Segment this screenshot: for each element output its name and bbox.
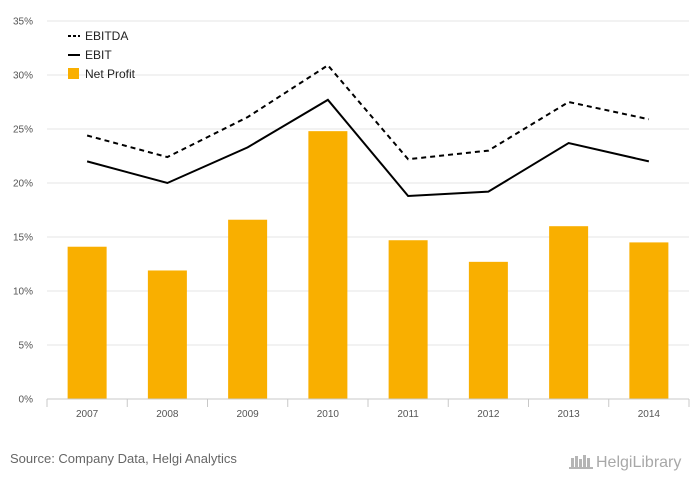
helgi-library-logo: HelgiLibrary xyxy=(569,454,681,471)
y-tick-label: 15% xyxy=(13,233,33,244)
source-note: Source: Company Data, Helgi Analytics xyxy=(10,451,237,466)
y-tick-label: 5% xyxy=(19,341,34,352)
legend: EBITDA EBIT Net Profit xyxy=(68,29,136,81)
net-profit-bar xyxy=(67,246,107,399)
ebitda-line xyxy=(86,63,650,161)
grid xyxy=(47,20,689,346)
y-tick-label: 20% xyxy=(13,179,33,190)
net-profit-bar xyxy=(308,131,348,399)
net-profit-bar xyxy=(147,270,187,399)
axes: 0% 5% 10% 15% 20% 25% 30% 35% 2007 2008 2009 2010 20… xyxy=(13,17,690,420)
lines xyxy=(86,63,650,197)
x-tick-label: 2008 xyxy=(156,409,179,420)
y-tick-label: 10% xyxy=(13,287,33,298)
legend-label-ebitda: EBITDA xyxy=(85,29,128,43)
x-tick-label: 2012 xyxy=(477,409,500,420)
y-tick-label: 0% xyxy=(19,395,34,406)
x-tick-label: 2007 xyxy=(76,409,99,420)
net-profit-bars xyxy=(67,131,669,399)
net-profit-bar xyxy=(228,219,268,399)
logo-text: HelgiLibrary xyxy=(596,454,681,471)
legend-label-net-profit: Net Profit xyxy=(85,67,136,81)
y-tick-label: 25% xyxy=(13,125,33,136)
x-tick-label: 2013 xyxy=(558,409,581,420)
x-tick-label: 2009 xyxy=(237,409,260,420)
net-profit-bar xyxy=(549,226,589,399)
library-icon xyxy=(569,455,593,469)
ebit-line xyxy=(86,98,650,197)
y-tick-label: 30% xyxy=(13,71,33,82)
y-tick-label: 35% xyxy=(13,17,33,28)
legend-label-ebit: EBIT xyxy=(85,48,112,62)
net-profit-bar xyxy=(629,242,669,399)
x-tick-label: 2014 xyxy=(638,409,661,420)
legend-swatch-net-profit xyxy=(68,68,79,79)
net-profit-bar xyxy=(388,240,428,399)
x-tick-label: 2011 xyxy=(397,409,419,420)
net-profit-bar xyxy=(468,261,508,399)
x-tick-label: 2010 xyxy=(317,409,340,420)
